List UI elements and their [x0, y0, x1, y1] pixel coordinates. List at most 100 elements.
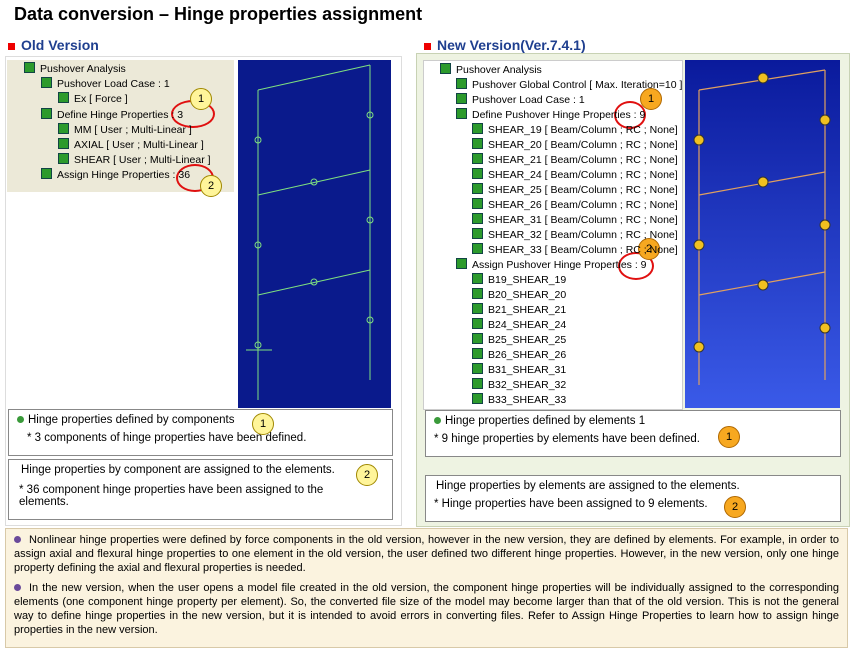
- tree-label: Assign Pushover Hinge Properties : 9: [472, 259, 647, 271]
- tree-label: SHEAR_25 [ Beam/Column ; RC ; None]: [488, 184, 678, 196]
- tree-label: Assign Hinge Properties : 36: [57, 169, 191, 182]
- tree-icon: [472, 198, 483, 209]
- tree-item[interactable]: Pushover Analysis: [24, 62, 126, 76]
- tree-label: SHEAR_21 [ Beam/Column ; RC ; None]: [488, 154, 678, 166]
- note-title: Hinge properties by component are assign…: [21, 464, 335, 476]
- tree-icon: [472, 243, 483, 254]
- summary-paragraph: Nonlinear hinge properties were defined …: [14, 534, 839, 574]
- tree-item[interactable]: SHEAR_25 [ Beam/Column ; RC ; None]: [472, 183, 678, 197]
- badge: 1: [640, 88, 662, 110]
- tree-icon: [58, 138, 69, 149]
- tree-item[interactable]: B33_SHEAR_33: [472, 393, 566, 407]
- old-heading: Old Version: [8, 37, 99, 53]
- tree-icon: [472, 378, 483, 389]
- tree-icon: [472, 168, 483, 179]
- tree-label: SHEAR_24 [ Beam/Column ; RC ; None]: [488, 169, 678, 181]
- tree-item[interactable]: Ex [ Force ]: [58, 92, 128, 106]
- tree-icon: [456, 258, 467, 269]
- note-title: Hinge properties by elements are assigne…: [436, 480, 740, 492]
- tree-item[interactable]: AXIAL [ User ; Multi-Linear ]: [58, 138, 204, 152]
- tree-label: B24_SHEAR_24: [488, 319, 567, 331]
- note-text: * 36 component hinge properties have bee…: [19, 484, 324, 508]
- badge: 2: [724, 496, 746, 518]
- tree-icon: [58, 122, 69, 134]
- old-note-2: Hinge properties by component are assign…: [8, 459, 393, 520]
- tree-item[interactable]: B26_SHEAR_26: [472, 348, 566, 362]
- tree-item[interactable]: Pushover Analysis: [440, 63, 542, 77]
- tree-item[interactable]: B21_SHEAR_21: [472, 303, 566, 317]
- highlight: [618, 252, 654, 280]
- tree-item[interactable]: SHEAR_26 [ Beam/Column ; RC ; None]: [472, 198, 678, 212]
- tree-label: B26_SHEAR_26: [488, 349, 567, 361]
- tree-item[interactable]: SHEAR_21 [ Beam/Column ; RC ; None]: [472, 153, 678, 167]
- badge: 2: [200, 175, 222, 197]
- new-heading: New Version(Ver.7.4.1): [424, 37, 586, 53]
- tree-item[interactable]: B25_SHEAR_25: [472, 333, 566, 347]
- tree-icon: [440, 63, 451, 74]
- tree-item[interactable]: B24_SHEAR_24: [472, 318, 566, 332]
- tree-label: Ex [ Force ]: [74, 93, 128, 106]
- tree-item[interactable]: SHEAR_20 [ Beam/Column ; RC ; None]: [472, 138, 678, 152]
- tree-icon: [472, 363, 483, 374]
- tree-icon: [456, 93, 467, 104]
- badge: 2: [356, 464, 378, 486]
- note-text: * Hinge properties have been assigned to…: [434, 498, 708, 510]
- tree-item[interactable]: SHEAR_31 [ Beam/Column ; RC ; None]: [472, 213, 678, 227]
- note-title: Hinge properties defined by components: [28, 414, 235, 426]
- tree-label: B33_SHEAR_33: [488, 394, 567, 406]
- tree-label: Define Pushover Hinge Properties : 9: [472, 109, 646, 121]
- tree-icon: [58, 92, 69, 104]
- tree-label: Pushover Analysis: [40, 63, 126, 75]
- tree-icon: [456, 108, 467, 119]
- tree-item[interactable]: Pushover Load Case : 1: [456, 93, 585, 107]
- tree-item[interactable]: MM [ User ; Multi-Linear ]: [58, 122, 192, 137]
- tree-label: SHEAR_26 [ Beam/Column ; RC ; None]: [488, 199, 678, 211]
- tree-item[interactable]: Assign Hinge Properties : 36: [41, 168, 190, 182]
- tree-label: B31_SHEAR_31: [488, 364, 567, 376]
- tree-item[interactable]: SHEAR_32 [ Beam/Column ; RC ; None]: [472, 228, 678, 242]
- tree-icon: [472, 183, 483, 194]
- new-model-view: [685, 60, 840, 408]
- summary-paragraph: In the new version, when the user opens …: [14, 582, 839, 636]
- tree-label: SHEAR_31 [ Beam/Column ; RC ; None]: [488, 214, 678, 226]
- tree-item[interactable]: Define Pushover Hinge Properties : 9: [456, 108, 645, 122]
- tree-icon: [472, 288, 483, 299]
- tree-icon: [24, 62, 35, 73]
- tree-label: SHEAR_20 [ Beam/Column ; RC ; None]: [488, 139, 678, 151]
- tree-icon: [472, 228, 483, 239]
- tree-label: Pushover Load Case : 1: [472, 94, 585, 106]
- tree-label: B25_SHEAR_25: [488, 334, 567, 346]
- tree-item[interactable]: SHEAR_19 [ Beam/Column ; RC ; None]: [472, 123, 678, 137]
- new-note-1: Hinge properties defined by elements 1 *…: [425, 410, 841, 457]
- badge: 2: [638, 238, 660, 260]
- tree-label: B19_SHEAR_19: [488, 274, 567, 286]
- tree-label: SHEAR_32 [ Beam/Column ; RC ; None]: [488, 229, 678, 241]
- tree-label: Define Hinge Properties : 3: [57, 108, 184, 121]
- note-title: Hinge properties defined by elements 1: [445, 415, 646, 427]
- tree-label: Pushover Analysis: [456, 64, 542, 76]
- title: Data conversion – Hinge properties assig…: [14, 4, 423, 24]
- new-note-2: Hinge properties by elements are assigne…: [425, 475, 841, 522]
- tree-label: SHEAR_33 [ Beam/Column ; RC ; None]: [488, 244, 678, 256]
- tree-item[interactable]: B20_SHEAR_20: [472, 288, 566, 302]
- tree-item[interactable]: SHEAR_24 [ Beam/Column ; RC ; None]: [472, 168, 678, 182]
- tree-icon: [472, 153, 483, 164]
- tree-icon: [472, 213, 483, 224]
- tree-label: SHEAR_19 [ Beam/Column ; RC ; None]: [488, 124, 678, 136]
- tree-item[interactable]: Assign Pushover Hinge Properties : 9: [456, 258, 647, 272]
- tree-label: Pushover Load Case : 1: [57, 78, 170, 91]
- tree-label: MM [ User ; Multi-Linear ]: [74, 123, 192, 136]
- tree-item[interactable]: Pushover Load Case : 1: [41, 77, 170, 91]
- tree-icon: [41, 77, 52, 89]
- tree-item[interactable]: B32_SHEAR_32: [472, 378, 566, 392]
- old-panel: [5, 56, 402, 526]
- tree-item[interactable]: Pushover Global Control [ Max. Iteration…: [456, 78, 682, 92]
- tree-label: B20_SHEAR_20: [488, 289, 567, 301]
- tree-item[interactable]: B19_SHEAR_19: [472, 273, 566, 287]
- tree-item[interactable]: SHEAR_33 [ Beam/Column ; RC ; None]: [472, 243, 678, 257]
- tree-label: Pushover Global Control [ Max. Iteration…: [472, 79, 683, 91]
- tree-item[interactable]: B31_SHEAR_31: [472, 363, 566, 377]
- tree-item[interactable]: SHEAR [ User ; Multi-Linear ]: [58, 153, 211, 167]
- tree-icon: [472, 348, 483, 359]
- tree-item[interactable]: Define Hinge Properties : 3: [41, 107, 184, 122]
